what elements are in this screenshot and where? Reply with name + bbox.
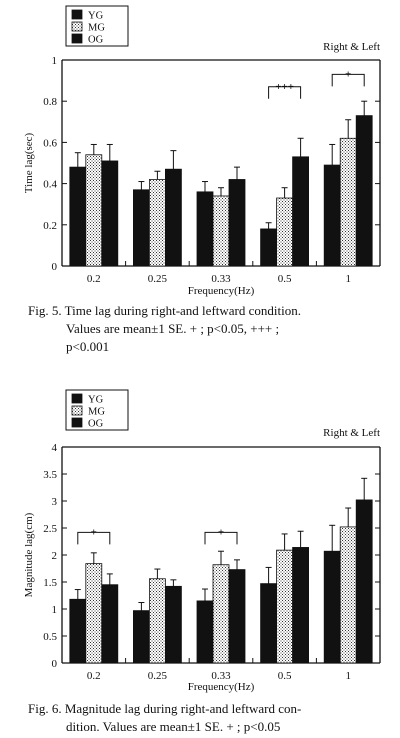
magnitude-lag-chart: 0 0.5 1 1.5 2 2.5 3 3.5 4 0.2 0.25 0.33 0.5 1 + + Magnit… [23, 389, 381, 693]
y-tick-label: 0.4 [43, 179, 57, 191]
bar-yg [323, 164, 341, 267]
condition-label: Right & Left [323, 427, 380, 439]
legend-label: MG [88, 407, 105, 418]
legend-swatch-og [71, 417, 83, 428]
bar-og [164, 168, 182, 267]
bar-og [292, 156, 310, 267]
bar-yg [260, 228, 278, 267]
x-tick-label: 0.33 [211, 273, 231, 285]
bar-yg [132, 189, 150, 267]
bar-yg [69, 598, 87, 664]
legend-swatch-mg [71, 405, 83, 416]
legend-swatch-yg [71, 393, 83, 404]
x-tick-label: 0.2 [87, 670, 101, 682]
caption-line: Values are mean±1 SE. + ; p<0.05, +++ ; [66, 321, 280, 336]
x-axis-label: Frequency(Hz) [188, 681, 255, 693]
bar-yg [69, 166, 87, 267]
y-axis-label: Time lag(sec) [23, 132, 35, 193]
legend-swatch-og [71, 33, 83, 44]
bar-mg [276, 549, 294, 664]
time-lag-chart: 00.20.40.60.810.2 0.25 0.33 0.5 1++++Time la… [23, 5, 381, 297]
x-axis-label: Frequency(Hz) [188, 285, 255, 297]
y-axis-label: Magnitude lag(cm) [23, 512, 35, 597]
x-tick-label: 1 [345, 670, 351, 682]
bar-og [292, 547, 310, 664]
significance-bracket [77, 531, 111, 545]
bar-yg [196, 191, 214, 267]
bar-og [228, 179, 246, 267]
legend-swatch-mg [71, 21, 83, 32]
bar-mg [85, 563, 103, 664]
y-tick-label: 1.5 [43, 577, 57, 589]
bar-og [101, 160, 119, 267]
bar-yg [132, 610, 150, 664]
legend-swatch-yg [71, 9, 83, 20]
x-tick-label: 0.25 [148, 273, 168, 285]
caption-line: Fig. 5. Time lag during right-and leftwa… [28, 303, 301, 318]
x-tick-label: 0.25 [148, 670, 168, 682]
y-tick-label: 1 [52, 604, 58, 616]
significance-label: + [345, 68, 351, 80]
significance-bracket [204, 531, 238, 545]
x-tick-label: 0.5 [278, 273, 292, 285]
y-tick-label: 1 [52, 55, 58, 67]
legend-label: YG [88, 395, 104, 406]
y-tick-label: 0.8 [43, 96, 57, 108]
bar-og [355, 115, 373, 267]
caption-line: Fig. 6. Magnitude lag during right-and l… [28, 701, 302, 716]
significance-bracket [268, 86, 302, 99]
bar-og [101, 584, 119, 664]
bar-mg [148, 179, 166, 267]
bar-mg [212, 564, 230, 664]
significance-label: + [91, 526, 97, 538]
significance-label: + [218, 526, 224, 538]
bar-yg [260, 583, 278, 664]
bar-og [355, 499, 373, 664]
bar-mg [339, 526, 357, 664]
x-tick-label: 1 [345, 273, 351, 285]
y-tick-label: 0 [52, 658, 58, 670]
legend-label: OG [88, 35, 104, 46]
legend-label: YG [88, 11, 104, 22]
x-tick-label: 0.5 [278, 670, 292, 682]
y-tick-label: 3 [52, 496, 58, 508]
y-tick-label: 3.5 [43, 469, 57, 481]
y-tick-label: 4 [52, 442, 58, 454]
significance-bracket [331, 73, 365, 87]
y-tick-label: 0.5 [43, 631, 57, 643]
legend-label: MG [88, 23, 105, 34]
bar-yg [323, 550, 341, 664]
figure-5-caption: Fig. 5. Time lag during right-and leftwa… [28, 302, 388, 356]
y-tick-label: 0.6 [43, 137, 57, 149]
bar-og [228, 569, 246, 664]
significance-label: +++ [275, 81, 294, 93]
x-tick-label: 0.2 [87, 273, 101, 285]
bar-mg [212, 195, 230, 267]
caption-line: dition. Values are mean±1 SE. + ; p<0.05 [66, 719, 281, 734]
figure-6-caption: Fig. 6. Magnitude lag during right-and l… [28, 700, 388, 736]
caption-line: p<0.001 [66, 339, 110, 354]
x-tick-label: 0.33 [211, 670, 231, 682]
y-tick-label: 0.2 [43, 220, 57, 232]
y-tick-label: 0 [52, 261, 58, 273]
bar-mg [85, 154, 103, 267]
y-tick-label: 2.5 [43, 523, 57, 535]
bar-og [164, 585, 182, 664]
bar-mg [148, 578, 166, 664]
y-tick-label: 2 [52, 550, 58, 562]
bar-mg [276, 197, 294, 267]
bar-yg [196, 600, 214, 664]
legend-label: OG [88, 419, 104, 430]
condition-label: Right & Left [323, 41, 380, 53]
bar-mg [339, 137, 357, 267]
